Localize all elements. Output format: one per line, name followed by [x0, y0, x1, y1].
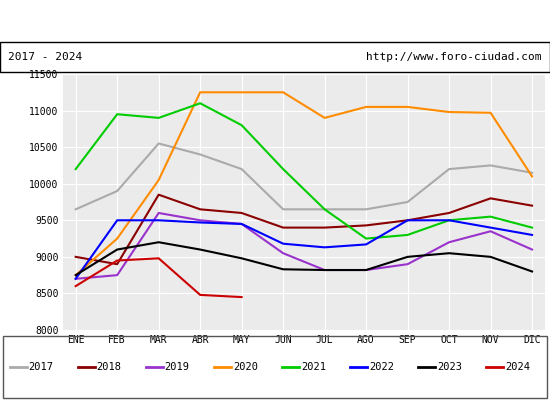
Text: 2018: 2018	[97, 362, 122, 372]
Text: 2022: 2022	[369, 362, 394, 372]
Text: http://www.foro-ciudad.com: http://www.foro-ciudad.com	[366, 52, 542, 62]
Text: 2020: 2020	[233, 362, 258, 372]
Text: 2023: 2023	[437, 362, 462, 372]
Text: 2017 - 2024: 2017 - 2024	[8, 52, 82, 62]
Text: 2021: 2021	[301, 362, 326, 372]
Text: Evolucion del paro registrado en Jaén: Evolucion del paro registrado en Jaén	[106, 13, 444, 29]
Text: 2024: 2024	[505, 362, 530, 372]
Text: 2017: 2017	[29, 362, 53, 372]
Text: 2019: 2019	[165, 362, 190, 372]
